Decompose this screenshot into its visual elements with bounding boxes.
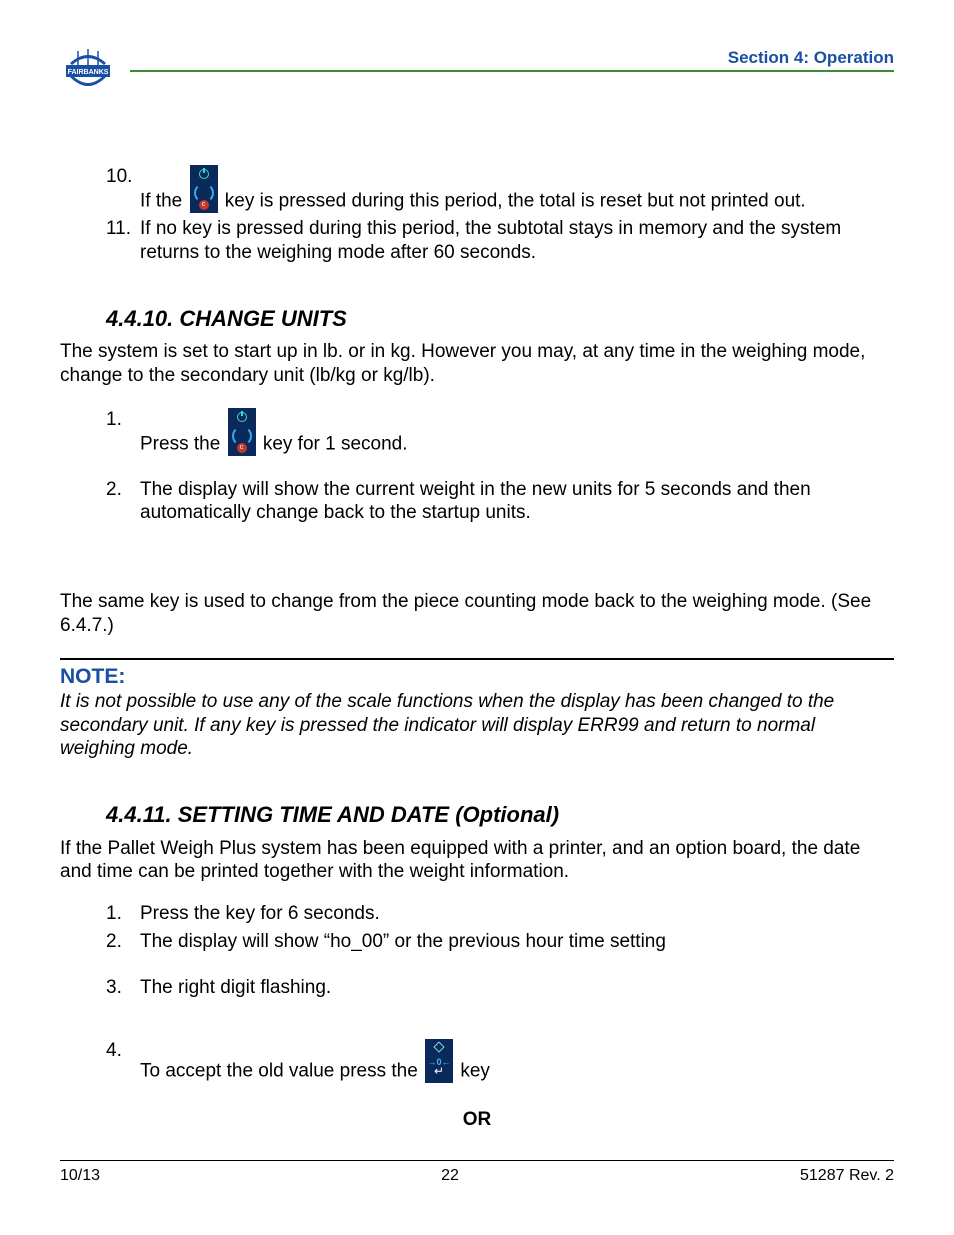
list-item-11: 11. If no key is pressed during this per… — [106, 217, 894, 265]
page-footer: 10/13 22 51287 Rev. 2 — [60, 1160, 894, 1185]
cycle-key-icon: c — [190, 165, 218, 213]
cycle-key-icon: c — [228, 408, 256, 456]
list-body: Press the c key for 1 second. — [140, 408, 894, 456]
list-body: If the c key is pressed during this peri… — [140, 165, 894, 213]
list-number: 1. — [106, 902, 140, 926]
step-1: 1. Press the key for 6 seconds. — [106, 902, 894, 926]
footer-date: 10/13 — [60, 1167, 100, 1185]
list-number: 10. — [106, 165, 140, 213]
footer-row: 10/13 22 51287 Rev. 2 — [60, 1167, 894, 1185]
list-body: If no key is pressed during this period,… — [140, 217, 894, 265]
list-number: 1. — [106, 408, 140, 456]
list-number: 3. — [106, 976, 140, 1000]
paragraph: If the Pallet Weigh Plus system has been… — [60, 837, 894, 885]
text-fragment: If the — [140, 190, 188, 211]
text-fragment: key is pressed during this period, the t… — [220, 190, 806, 211]
list-body: The display will show the current weight… — [140, 478, 894, 526]
list-body: To accept the old value press the →0←↵ k… — [140, 1039, 894, 1083]
list-body: Press the key for 6 seconds. — [140, 902, 894, 926]
page: FAIRBANKS Section 4: Operation 10. If th… — [0, 0, 954, 1235]
footer-page-number: 22 — [441, 1167, 459, 1185]
note-body: It is not possible to use any of the sca… — [60, 690, 894, 761]
list-continuation: 10. If the c key is pressed during this … — [106, 165, 894, 265]
heading-4-4-10: 4.4.10. CHANGE UNITS — [106, 305, 894, 333]
paragraph: The system is set to start up in lb. or … — [60, 340, 894, 388]
text-fragment: key for 1 second. — [258, 433, 408, 454]
step-4: 4. To accept the old value press the →0←… — [106, 1039, 894, 1083]
list-number: 4. — [106, 1039, 140, 1083]
section-label: Section 4: Operation — [728, 48, 894, 68]
logo-text: FAIRBANKS — [68, 69, 109, 76]
header-rule — [130, 70, 894, 72]
list-number: 11. — [106, 217, 140, 265]
step-2: 2. The display will show the current wei… — [106, 478, 894, 526]
heading-4-4-11: 4.4.11. SETTING TIME AND DATE (Optional) — [106, 801, 894, 829]
text-fragment: Press the — [140, 433, 226, 454]
list-item-10: 10. If the c key is pressed during this … — [106, 165, 894, 213]
or-separator: OR — [60, 1108, 894, 1132]
text-fragment: To accept the old value press the — [140, 1061, 423, 1082]
note-label: NOTE: — [60, 664, 894, 690]
text-fragment: key — [455, 1061, 490, 1082]
list-number: 2. — [106, 930, 140, 954]
list-body: The display will show “ho_00” or the pre… — [140, 930, 894, 954]
footer-rule — [60, 1160, 894, 1161]
steps-4-4-10: 1. Press the c key for 1 second. 2. The … — [106, 408, 894, 526]
content-area: 10. If the c key is pressed during this … — [60, 165, 894, 1132]
steps-4-4-11: 1. Press the key for 6 seconds. 2. The d… — [106, 902, 894, 1083]
list-body: The right digit flashing. — [140, 976, 894, 1000]
fairbanks-logo: FAIRBANKS — [60, 45, 116, 101]
zero-enter-key-icon: →0←↵ — [425, 1039, 453, 1083]
note-rule — [60, 658, 894, 660]
list-number: 2. — [106, 478, 140, 526]
step-2: 2. The display will show “ho_00” or the … — [106, 930, 894, 954]
step-1: 1. Press the c key for 1 second. — [106, 408, 894, 456]
step-3: 3. The right digit flashing. — [106, 976, 894, 1000]
footer-doc-id: 51287 Rev. 2 — [800, 1167, 894, 1185]
paragraph: The same key is used to change from the … — [60, 590, 894, 638]
page-header: FAIRBANKS Section 4: Operation — [60, 50, 894, 100]
